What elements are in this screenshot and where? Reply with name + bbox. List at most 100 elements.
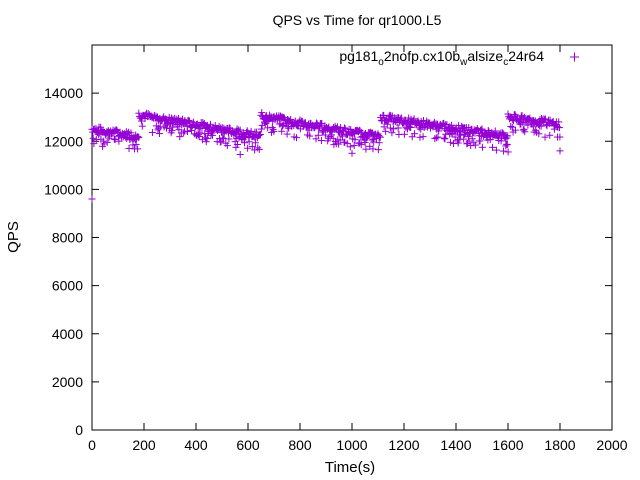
x-tick-label: 1400 bbox=[440, 437, 471, 453]
data-point bbox=[524, 121, 532, 129]
data-point bbox=[241, 133, 249, 141]
data-point bbox=[389, 125, 397, 133]
data-point bbox=[504, 132, 512, 140]
data-point bbox=[424, 118, 432, 126]
data-point bbox=[521, 128, 529, 136]
data-point bbox=[346, 143, 354, 151]
data-point bbox=[520, 113, 528, 121]
data-point bbox=[364, 132, 372, 140]
data-point bbox=[363, 133, 371, 141]
data-point bbox=[270, 127, 278, 135]
data-point bbox=[88, 195, 96, 203]
data-point bbox=[155, 124, 163, 132]
data-point bbox=[555, 124, 563, 132]
data-point bbox=[127, 129, 135, 137]
data-point bbox=[376, 133, 384, 141]
data-point bbox=[202, 138, 210, 146]
data-point bbox=[407, 124, 415, 132]
data-point bbox=[134, 145, 142, 153]
data-point bbox=[503, 141, 511, 149]
data-point bbox=[541, 133, 549, 141]
x-tick-label: 2000 bbox=[596, 437, 627, 453]
data-point bbox=[440, 119, 448, 127]
data-point bbox=[420, 117, 427, 125]
y-tick-label: 4000 bbox=[52, 326, 83, 342]
data-point bbox=[478, 125, 486, 133]
data-point bbox=[362, 145, 370, 153]
data-point bbox=[233, 140, 241, 148]
x-tick-label: 1000 bbox=[336, 437, 367, 453]
data-point bbox=[134, 133, 142, 141]
data-point bbox=[478, 143, 486, 151]
data-point bbox=[236, 150, 244, 158]
data-point bbox=[386, 124, 394, 132]
data-point bbox=[258, 109, 266, 117]
data-point bbox=[511, 126, 519, 134]
data-point bbox=[441, 135, 449, 143]
data-point bbox=[251, 139, 259, 147]
y-tick-label: 12000 bbox=[44, 133, 83, 149]
data-point bbox=[254, 144, 262, 152]
data-point bbox=[384, 116, 392, 124]
data-point bbox=[326, 132, 334, 140]
data-point bbox=[454, 139, 462, 147]
data-point bbox=[255, 132, 263, 140]
data-point bbox=[155, 130, 163, 138]
data-point bbox=[196, 129, 204, 137]
data-point bbox=[546, 131, 554, 139]
y-tick-label: 14000 bbox=[44, 85, 83, 101]
data-point bbox=[306, 132, 314, 140]
data-point bbox=[416, 133, 424, 141]
data-point bbox=[162, 124, 170, 132]
data-point bbox=[394, 124, 402, 132]
data-point bbox=[357, 141, 365, 149]
data-point bbox=[382, 127, 390, 135]
data-point bbox=[400, 130, 408, 138]
data-point bbox=[351, 136, 359, 144]
data-point bbox=[184, 128, 192, 136]
x-tick-label: 200 bbox=[132, 437, 156, 453]
data-point bbox=[135, 109, 143, 117]
data-point bbox=[430, 118, 438, 126]
y-tick-label: 10000 bbox=[44, 181, 83, 197]
data-point bbox=[499, 147, 507, 155]
data-point bbox=[240, 139, 248, 147]
y-tick-label: 0 bbox=[75, 422, 83, 438]
data-point bbox=[519, 126, 527, 134]
data-point bbox=[185, 117, 193, 125]
data-point bbox=[257, 125, 265, 133]
data-point bbox=[283, 130, 291, 138]
data-point bbox=[129, 141, 137, 149]
data-point bbox=[380, 111, 388, 119]
data-point bbox=[110, 135, 118, 143]
data-point bbox=[292, 134, 300, 142]
data-point bbox=[247, 127, 255, 135]
axis-tick-labels: 0 200 400 600 800 1000 1200 1400 1600 1800 2000 0 20… bbox=[44, 85, 628, 453]
data-point bbox=[537, 122, 545, 130]
data-point bbox=[173, 123, 181, 131]
x-tick-label: 400 bbox=[184, 437, 208, 453]
data-point bbox=[287, 115, 295, 123]
x-tick-label: 0 bbox=[88, 437, 96, 453]
data-point bbox=[148, 128, 156, 136]
data-point bbox=[491, 127, 499, 135]
data-point bbox=[388, 129, 396, 137]
data-point bbox=[535, 130, 543, 138]
data-point bbox=[410, 115, 418, 123]
data-point bbox=[195, 132, 203, 140]
data-point bbox=[343, 139, 351, 147]
data-point bbox=[460, 135, 468, 143]
data-point bbox=[440, 134, 448, 142]
data-point bbox=[369, 145, 377, 153]
data-point bbox=[356, 127, 364, 135]
data-point bbox=[476, 137, 484, 145]
data-point bbox=[317, 136, 325, 144]
data-point bbox=[511, 111, 519, 119]
axis-ticks bbox=[91, 45, 613, 431]
data-point bbox=[348, 149, 356, 157]
data-point bbox=[455, 122, 463, 130]
data-point bbox=[256, 131, 264, 139]
legend: pg181o2nofp.cx10bwalsizec24r64 bbox=[339, 48, 579, 68]
data-point bbox=[203, 135, 211, 143]
data-point bbox=[350, 141, 358, 149]
